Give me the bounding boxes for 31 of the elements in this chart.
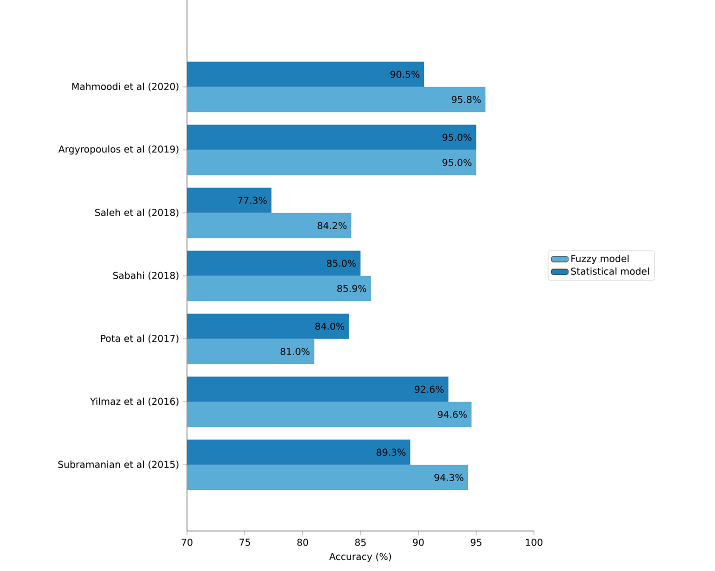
data-label: 84.0%	[315, 322, 344, 330]
data-label: 89.3%	[376, 448, 406, 456]
data-label: 85.9%	[337, 284, 366, 292]
data-label: 94.3%	[434, 474, 464, 482]
x-tick-label: 100	[526, 538, 542, 546]
x-tick-label: 85	[355, 538, 366, 546]
x-tick-label: 75	[240, 538, 250, 546]
y-tick-label: Subramanian et al (2015)	[58, 460, 178, 470]
y-tick-label: Sabahi (2018)	[113, 272, 178, 280]
legend-label: Fuzzy model	[571, 254, 629, 264]
data-label: 95.0%	[442, 134, 472, 141]
data-label: 85.0%	[326, 260, 356, 267]
y-tick-label: Pota et al (2017)	[101, 334, 178, 344]
y-tick-label: Mahmoodi et al (2020)	[72, 82, 178, 92]
data-label: 95.8%	[452, 96, 481, 104]
x-tick-label: 90	[412, 538, 424, 546]
data-label: 77.3%	[238, 196, 267, 204]
data-label: 81.0%	[280, 348, 310, 356]
y-tick-label: Argyropoulos et al (2019)	[58, 145, 178, 154]
data-label: 92.6%	[414, 386, 444, 393]
x-tick-label: 80	[297, 538, 308, 546]
data-label: 94.6%	[438, 410, 467, 418]
data-label: 95.0%	[442, 158, 472, 166]
legend-label: Statistical model	[571, 267, 649, 275]
data-label: 90.5%	[390, 70, 420, 78]
x-axis-title: Accuracy (%)	[329, 552, 391, 562]
y-tick-label: Yilmaz et al (2016)	[90, 398, 178, 406]
x-tick-label: 70	[182, 538, 192, 546]
x-tick-label: 95	[470, 538, 482, 546]
data-label: 84.2%	[318, 222, 347, 230]
y-tick-label: Saleh et al (2018)	[95, 208, 178, 218]
